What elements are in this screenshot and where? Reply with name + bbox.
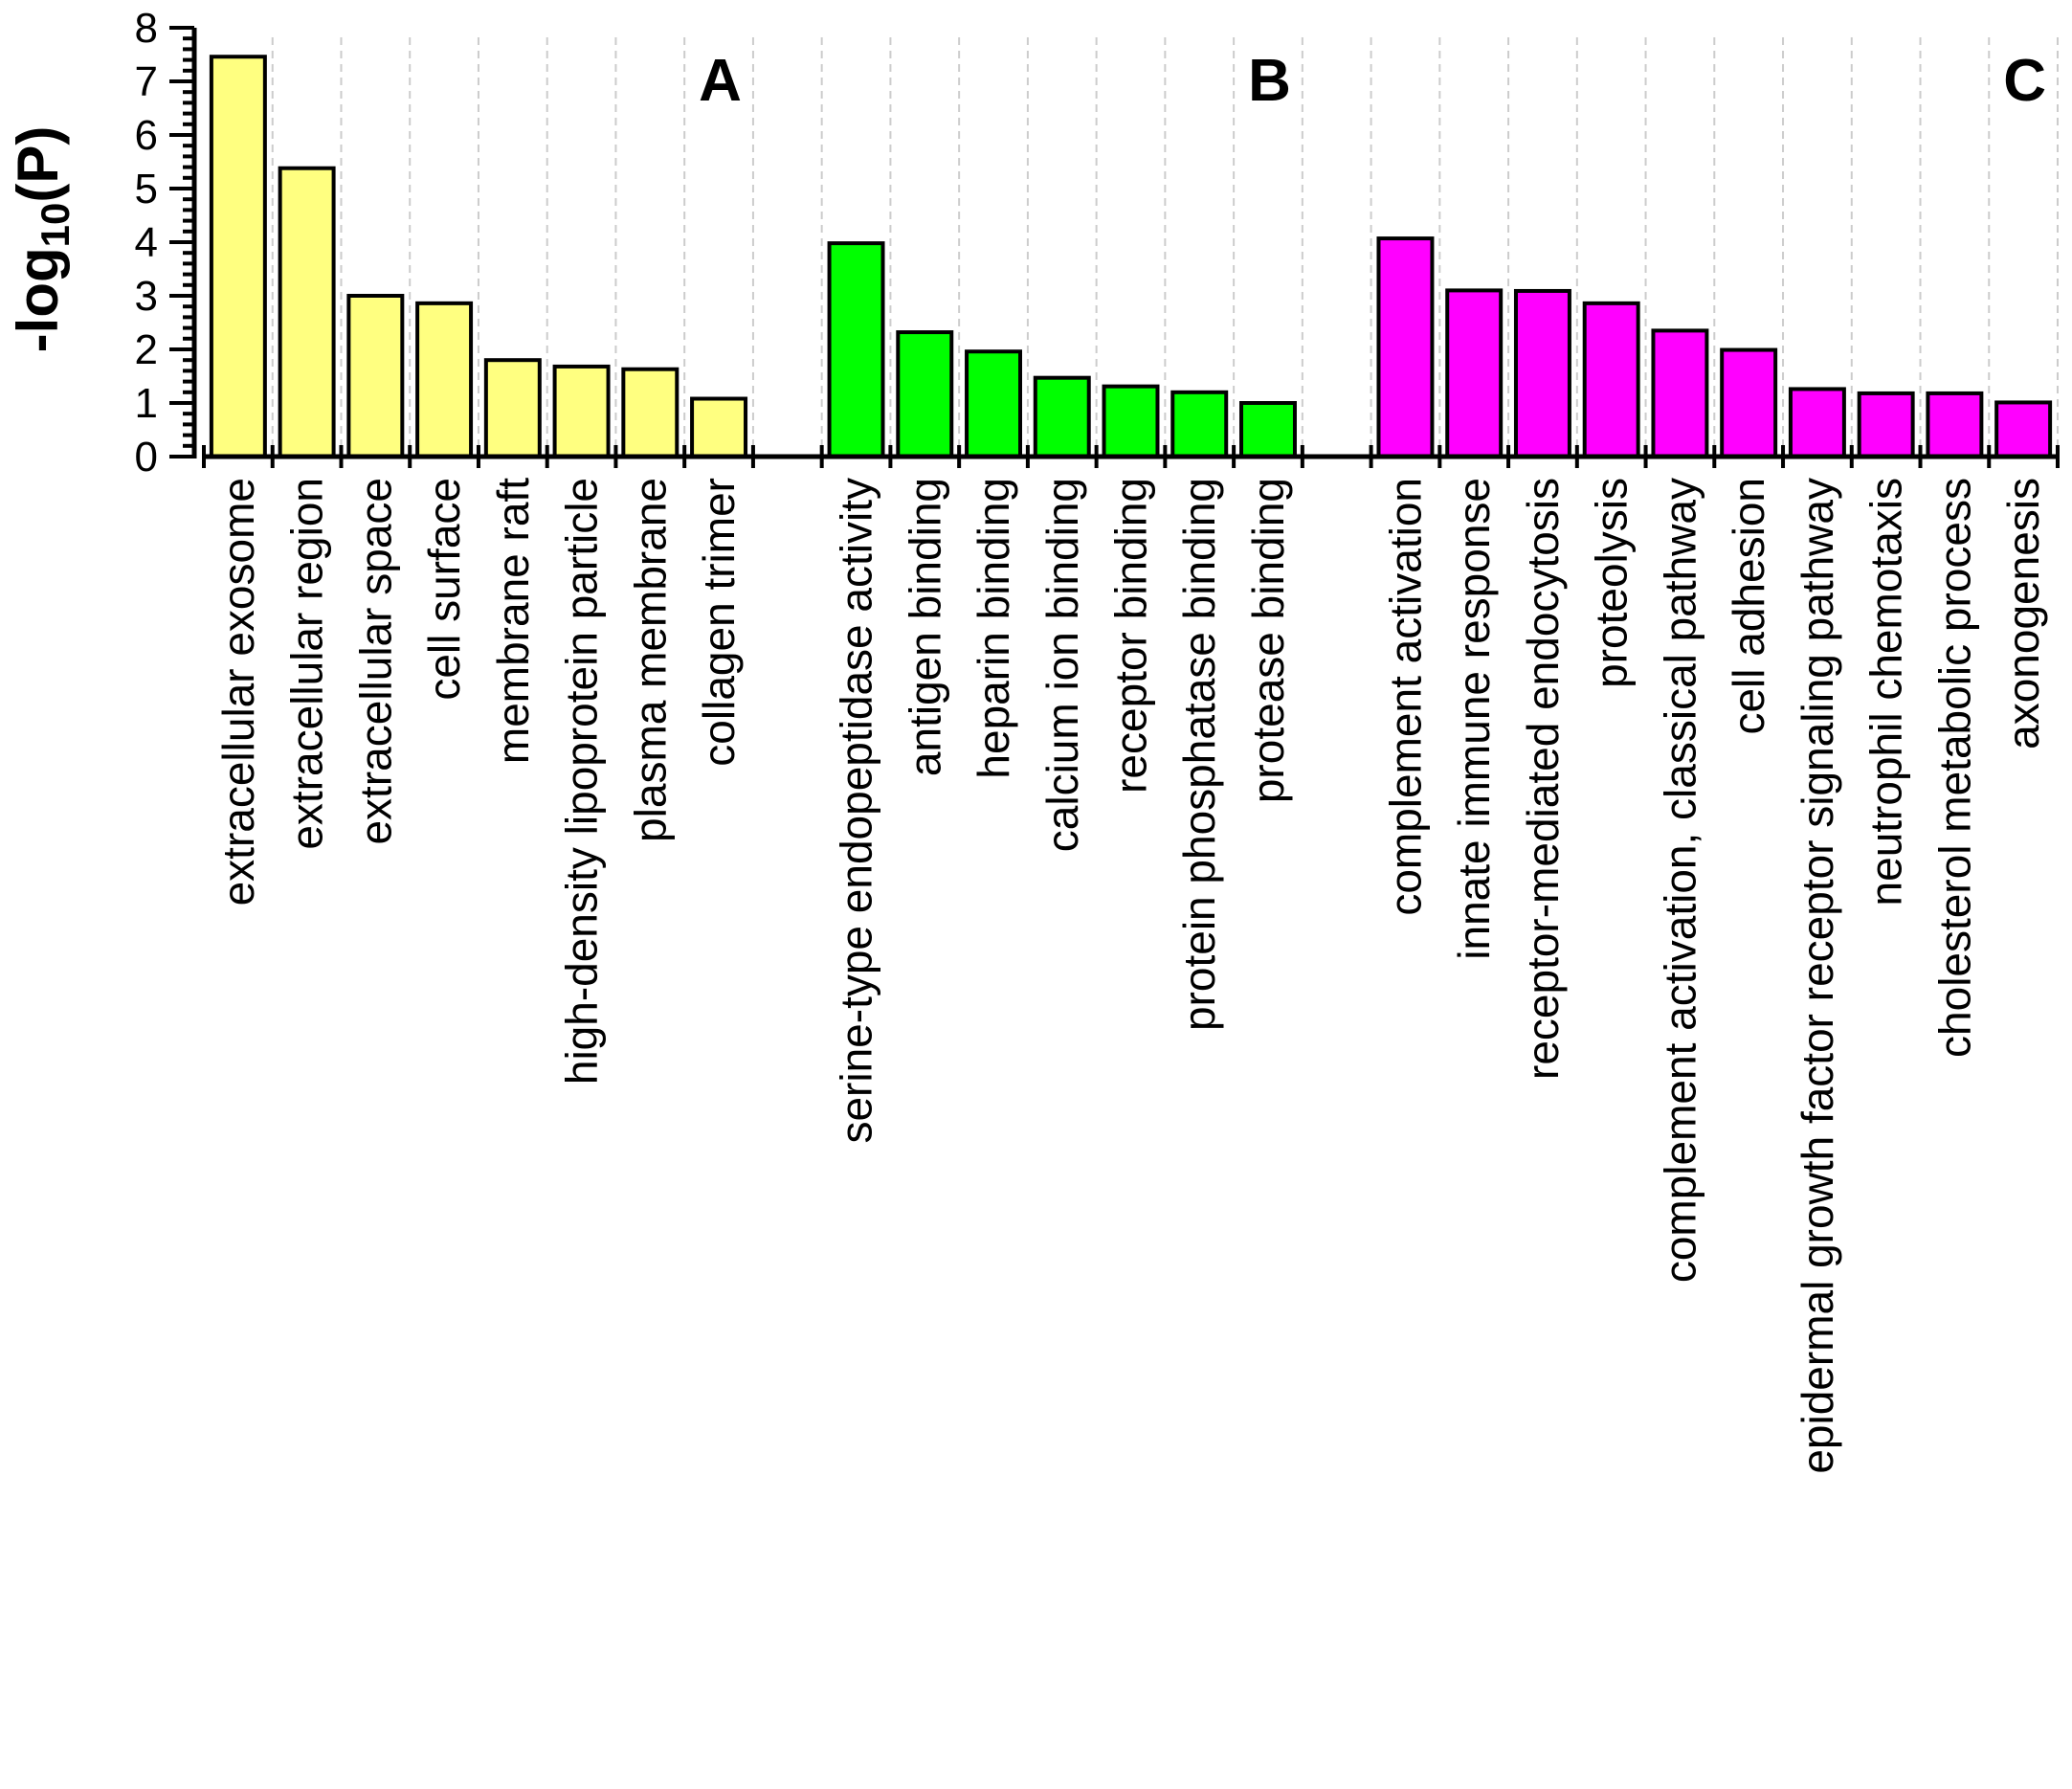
- category-label: extracellular space: [350, 478, 400, 845]
- bar: [1239, 401, 1297, 458]
- y-tick-label: 6: [135, 112, 158, 159]
- category-label: neutrophil chemotaxis: [1861, 478, 1911, 906]
- category-label: innate immune response: [1449, 478, 1499, 960]
- axes: [169, 26, 2060, 468]
- bar: [1926, 391, 1984, 459]
- y-tick-label: 1: [135, 380, 158, 427]
- y-tick-label: 7: [135, 58, 158, 105]
- category-label: protease binding: [1243, 478, 1293, 803]
- category-label: complement activation, classical pathway: [1655, 478, 1704, 1283]
- bars: [209, 55, 2053, 459]
- category-label: extracellular region: [282, 478, 332, 850]
- bar: [1582, 301, 1640, 458]
- grid-lines: [271, 37, 2059, 457]
- category-label: cell surface: [419, 478, 469, 701]
- y-tick-label: 0: [135, 434, 158, 481]
- bar: [896, 330, 954, 458]
- y-tick-label: 5: [135, 166, 158, 212]
- bar: [690, 396, 748, 458]
- bar: [1994, 400, 2053, 459]
- bar: [1102, 384, 1160, 459]
- category-label: epidermal growth factor receptor signali…: [1793, 478, 1842, 1474]
- category-label: cell adhesion: [1724, 478, 1773, 735]
- bar: [483, 358, 542, 459]
- category-label: axonogenesis: [1998, 478, 2048, 749]
- panel-label: C: [2003, 48, 2046, 114]
- bar: [965, 349, 1022, 458]
- bar: [209, 55, 267, 459]
- bar: [278, 166, 336, 458]
- category-label: receptor binding: [1106, 478, 1156, 794]
- y-tick-label: 3: [135, 273, 158, 320]
- y-tick-label: 4: [135, 219, 158, 266]
- bar: [1033, 375, 1091, 458]
- bar: [1788, 387, 1846, 458]
- y-axis-label: -log10(P): [6, 126, 78, 353]
- bar: [346, 294, 405, 458]
- bar: [1513, 288, 1571, 458]
- category-label: cholesterol metabolic process: [1929, 478, 1979, 1058]
- panel-label: A: [699, 48, 742, 114]
- bar: [1720, 347, 1778, 458]
- bar: [1651, 328, 1709, 458]
- category-label: heparin binding: [969, 478, 1018, 779]
- bar: [1170, 390, 1229, 458]
- category-label: membrane raft: [488, 478, 538, 764]
- category-label: complement activation: [1380, 478, 1430, 916]
- category-label: calcium ion binding: [1037, 478, 1087, 852]
- category-label: plasma membrane: [625, 478, 675, 842]
- category-label: proteolysis: [1587, 478, 1637, 688]
- y-tick-label: 8: [135, 5, 158, 52]
- category-label: antigen binding: [900, 478, 949, 776]
- y-tick-label: 2: [135, 326, 158, 373]
- category-label: protein phosphatase binding: [1174, 478, 1224, 1031]
- panel-label: B: [1248, 48, 1291, 114]
- bar: [415, 301, 474, 458]
- category-label: extracellular exosome: [213, 478, 263, 906]
- category-label: receptor-mediated endocytosis: [1518, 478, 1568, 1080]
- category-label: serine-type endopeptidase activity: [832, 478, 881, 1144]
- bar: [1376, 236, 1435, 458]
- labels: extracellular exosome extracellular regio…: [135, 5, 2049, 1474]
- bar: [1857, 391, 1915, 459]
- bar: [827, 241, 885, 458]
- bar: [1445, 288, 1504, 458]
- category-label: high-density lipoprotein particle: [557, 478, 607, 1085]
- bar: [621, 367, 680, 458]
- category-label: collagen trimer: [694, 478, 744, 767]
- bar: [552, 364, 611, 459]
